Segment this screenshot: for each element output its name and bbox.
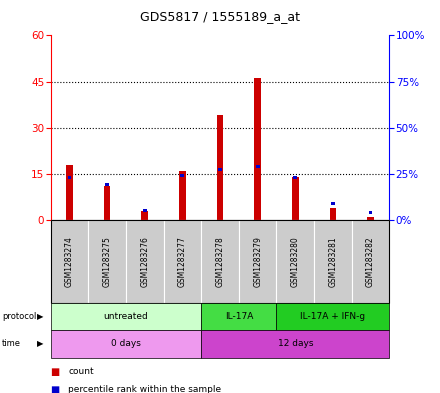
Bar bbox=[105, 183, 109, 186]
Text: ▶: ▶ bbox=[37, 340, 44, 348]
Text: 12 days: 12 days bbox=[278, 340, 313, 348]
Text: time: time bbox=[2, 340, 21, 348]
Text: GSM1283274: GSM1283274 bbox=[65, 236, 74, 287]
Text: 0 days: 0 days bbox=[111, 340, 141, 348]
Text: GDS5817 / 1555189_a_at: GDS5817 / 1555189_a_at bbox=[140, 10, 300, 23]
Text: protocol: protocol bbox=[2, 312, 37, 321]
Bar bbox=[180, 174, 184, 177]
Text: untreated: untreated bbox=[103, 312, 148, 321]
Bar bbox=[330, 208, 336, 220]
Bar bbox=[254, 79, 261, 220]
Bar bbox=[256, 165, 260, 168]
Text: GSM1283276: GSM1283276 bbox=[140, 236, 149, 287]
Text: GSM1283282: GSM1283282 bbox=[366, 236, 375, 286]
Bar bbox=[369, 211, 373, 214]
Bar bbox=[292, 177, 299, 220]
Bar bbox=[66, 165, 73, 220]
Text: count: count bbox=[68, 367, 94, 376]
Bar bbox=[104, 186, 110, 220]
Bar bbox=[218, 168, 222, 171]
Text: GSM1283278: GSM1283278 bbox=[216, 236, 224, 287]
Bar bbox=[293, 176, 297, 179]
Text: percentile rank within the sample: percentile rank within the sample bbox=[68, 385, 221, 393]
Text: GSM1283277: GSM1283277 bbox=[178, 236, 187, 287]
Text: ■: ■ bbox=[51, 367, 60, 377]
Text: GSM1283279: GSM1283279 bbox=[253, 236, 262, 287]
Text: ▶: ▶ bbox=[37, 312, 44, 321]
Bar bbox=[331, 202, 335, 205]
Bar bbox=[216, 116, 224, 220]
Text: IL-17A + IFN-g: IL-17A + IFN-g bbox=[301, 312, 366, 321]
Bar bbox=[367, 217, 374, 220]
Bar bbox=[141, 211, 148, 220]
Bar bbox=[179, 171, 186, 220]
Bar bbox=[143, 209, 147, 212]
Text: ■: ■ bbox=[51, 385, 60, 393]
Text: GSM1283280: GSM1283280 bbox=[291, 236, 300, 287]
Text: GSM1283281: GSM1283281 bbox=[328, 236, 337, 286]
Bar bbox=[68, 176, 71, 179]
Text: IL-17A: IL-17A bbox=[225, 312, 253, 321]
Text: GSM1283275: GSM1283275 bbox=[103, 236, 112, 287]
